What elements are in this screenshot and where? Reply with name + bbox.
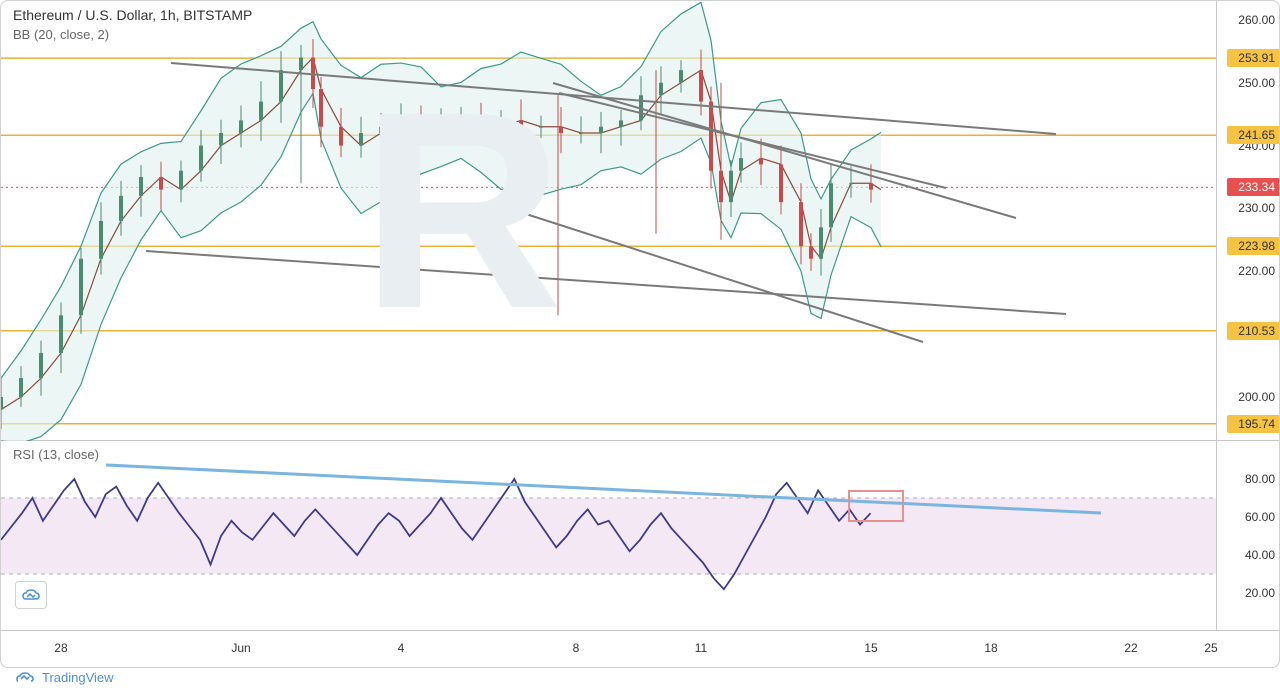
tradingview-icon: [16, 671, 36, 685]
indicator-toggle-button[interactable]: [15, 581, 47, 609]
rsi-axis[interactable]: 20.00 40.00 60.00 80.00: [1216, 441, 1280, 631]
time-tick: 25: [1204, 641, 1217, 655]
price-tick: 220.00: [1238, 264, 1275, 278]
rsi-chart-svg: [1, 441, 1216, 631]
time-tick: 28: [54, 641, 67, 655]
price-level-label: 253.91: [1227, 49, 1280, 67]
main-chart-svg: [1, 1, 1216, 441]
footer-brand[interactable]: TradingView: [16, 670, 114, 685]
time-axis[interactable]: 28 Jun 4 8 11 15 18 22 25: [1, 631, 1216, 668]
time-tick: 4: [398, 641, 405, 655]
time-tick: 22: [1124, 641, 1137, 655]
chart-container: R Ethereum / U.S. Dollar, 1h, BITSTAMP B…: [0, 0, 1280, 668]
price-level-label: 210.53: [1227, 322, 1280, 340]
chart-title: Ethereum / U.S. Dollar, 1h, BITSTAMP: [13, 7, 252, 23]
rsi-tick: 80.00: [1245, 472, 1275, 486]
current-price-label: 233.34: [1227, 178, 1280, 196]
price-tick: 260.00: [1238, 13, 1275, 27]
time-tick: Jun: [231, 641, 250, 655]
time-tick: 8: [573, 641, 580, 655]
rsi-indicator-label: RSI (13, close): [13, 447, 99, 462]
time-tick: 15: [864, 641, 877, 655]
rsi-tick: 40.00: [1245, 548, 1275, 562]
price-axis[interactable]: 200.00210.00220.00230.00240.00250.00260.…: [1216, 1, 1280, 441]
cloud-icon: [21, 588, 41, 602]
main-price-chart[interactable]: R Ethereum / U.S. Dollar, 1h, BITSTAMP B…: [1, 1, 1216, 441]
price-tick: 250.00: [1238, 76, 1275, 90]
rsi-chart[interactable]: [1, 441, 1216, 631]
watermark: R: [361, 51, 543, 372]
rsi-tick: 20.00: [1245, 586, 1275, 600]
time-tick: 11: [695, 641, 707, 655]
price-tick: 230.00: [1238, 201, 1275, 215]
price-level-label: 223.98: [1227, 237, 1280, 255]
price-level-label: 241.65: [1227, 126, 1280, 144]
footer-brand-label: TradingView: [42, 670, 114, 685]
rsi-tick: 60.00: [1245, 510, 1275, 524]
time-tick: 18: [984, 641, 997, 655]
bb-indicator-label: BB (20, close, 2): [13, 27, 109, 42]
price-level-label: 195.74: [1227, 415, 1280, 433]
price-tick: 200.00: [1238, 390, 1275, 404]
